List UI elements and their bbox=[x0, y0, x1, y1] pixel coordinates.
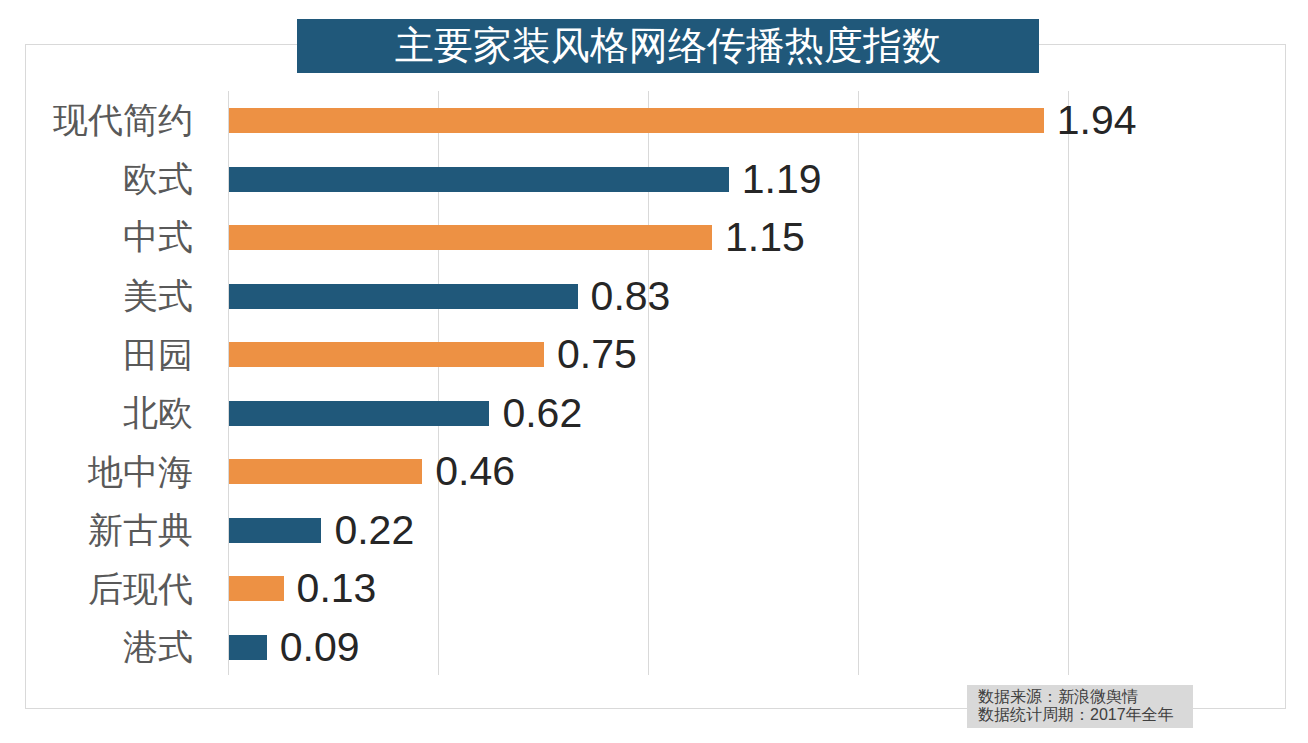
gridline bbox=[1068, 91, 1069, 675]
value-label: 1.19 bbox=[742, 157, 822, 201]
category-label: 欧式 bbox=[123, 154, 193, 204]
category-label: 新古典 bbox=[88, 505, 193, 555]
value-label: 0.13 bbox=[297, 566, 377, 610]
value-label: 1.94 bbox=[1057, 98, 1137, 142]
bar-欧式 bbox=[229, 167, 729, 192]
bar-现代简约 bbox=[229, 108, 1044, 133]
bar-港式 bbox=[229, 635, 267, 660]
gridline bbox=[858, 91, 859, 675]
category-label: 田园 bbox=[123, 330, 193, 380]
chart-frame bbox=[25, 44, 1286, 709]
bar-地中海 bbox=[229, 459, 422, 484]
category-label: 地中海 bbox=[88, 447, 193, 497]
bar-田园 bbox=[229, 342, 544, 367]
bar-chart: 主要家装风格网络传播热度指数 现代简约 1.94 欧式 1.19 中式 1.15 美式 0.8… bbox=[0, 0, 1308, 743]
category-label: 现代简约 bbox=[53, 95, 193, 145]
value-label: 1.15 bbox=[725, 215, 805, 259]
category-label: 后现代 bbox=[88, 564, 193, 614]
category-label: 北欧 bbox=[123, 388, 193, 438]
value-label: 0.62 bbox=[502, 391, 582, 435]
value-label: 0.09 bbox=[280, 625, 360, 669]
bar-后现代 bbox=[229, 576, 284, 601]
bar-中式 bbox=[229, 225, 712, 250]
value-label: 0.75 bbox=[557, 332, 637, 376]
bar-新古典 bbox=[229, 518, 321, 543]
category-label: 港式 bbox=[123, 622, 193, 672]
chart-title: 主要家装风格网络传播热度指数 bbox=[297, 19, 1039, 73]
bar-美式 bbox=[229, 284, 578, 309]
source-line: 数据来源：新浪微舆情 bbox=[978, 688, 1193, 706]
value-label: 0.83 bbox=[591, 274, 671, 318]
category-label: 美式 bbox=[123, 271, 193, 321]
bar-北欧 bbox=[229, 401, 489, 426]
source-note: 数据来源：新浪微舆情 数据统计周期：2017年全年 bbox=[967, 685, 1193, 728]
period-line: 数据统计周期：2017年全年 bbox=[978, 706, 1193, 724]
value-label: 0.22 bbox=[334, 508, 414, 552]
chart-title-text: 主要家装风格网络传播热度指数 bbox=[395, 19, 941, 73]
value-label: 0.46 bbox=[435, 449, 515, 493]
category-label: 中式 bbox=[123, 212, 193, 262]
